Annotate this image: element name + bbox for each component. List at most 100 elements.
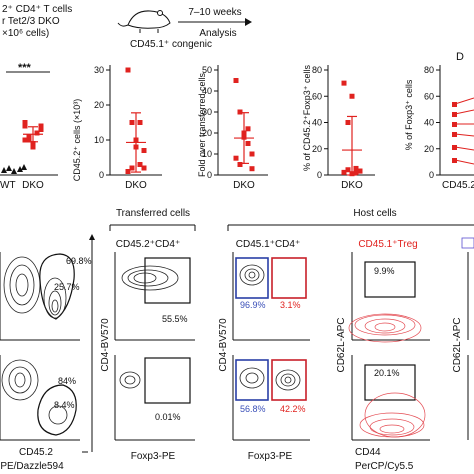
data-point xyxy=(34,130,40,136)
axis-cd62l-apc-1: CD62L-APC xyxy=(336,317,347,372)
data-point xyxy=(141,165,147,171)
flow-plot-4-bottom: 20.1% xyxy=(351,355,430,441)
axis-cd4-bv570-2: CD4-BV570 xyxy=(218,318,229,372)
data-point xyxy=(349,93,355,99)
tick-label: 50 xyxy=(202,65,212,75)
data-point xyxy=(233,155,239,161)
data-point xyxy=(249,166,255,172)
analysis-label: Analysis xyxy=(199,28,236,39)
data-point xyxy=(30,141,36,146)
wt-point xyxy=(17,166,23,172)
tick-label: 30 xyxy=(202,107,212,117)
gate-p1-top-upper: 69.8% xyxy=(66,256,92,266)
data-point xyxy=(233,78,239,83)
flow-plot-1-bottom: 84% 8.4% xyxy=(0,355,80,441)
wt-point xyxy=(11,168,17,174)
axis-cd44: CD44 xyxy=(355,447,381,458)
flow-plot-3-bottom: 56.8% 42.2% xyxy=(232,355,310,441)
data-point xyxy=(345,167,351,173)
data-point xyxy=(341,169,347,175)
tick-label: 0 xyxy=(207,170,212,180)
flow-plot-1-top: 69.8% 25.7% xyxy=(0,252,92,341)
data-point xyxy=(137,162,143,167)
axis-cd4-bv570-1: CD4-BV570 xyxy=(100,318,111,372)
gate-p1-bottom-lower: 8.4% xyxy=(54,400,75,410)
tick-label: 30 xyxy=(94,65,104,75)
weeks-label: 7–10 weeks xyxy=(188,7,241,18)
tick-label: 10 xyxy=(94,135,104,145)
tick-label: 80 xyxy=(312,65,322,75)
data-point xyxy=(22,123,28,129)
dotplot-pct-of-foxp3: D % of Foxp3⁺ cells 0 20 40 60 80 CD45.2 xyxy=(404,51,474,191)
header-cd45-1-cd4: CD45.1⁺CD4⁺ xyxy=(236,239,300,250)
axis-pe-dazzle: PE/Dazzle594 xyxy=(0,461,64,472)
axis-foxp3-pe-1: Foxp3-PE xyxy=(131,451,176,462)
cut-header-box xyxy=(461,237,474,249)
gate-p3-bottom-red: 42.2% xyxy=(280,404,306,414)
xtick-wt: WT xyxy=(0,180,16,191)
header-line-1: 2⁺ CD4⁺ T cells xyxy=(2,4,72,15)
header-line-2: r Tet2/3 DKO xyxy=(2,16,60,27)
axis-percp: PerCP/Cy5.5 xyxy=(355,461,414,472)
data-point xyxy=(26,137,32,143)
data-point xyxy=(249,151,255,157)
gate-p2-top: 55.5% xyxy=(162,314,188,324)
tick-label: 20 xyxy=(202,128,212,138)
cut-label-d: D xyxy=(456,51,464,63)
flow-plot-2-top: 55.5% xyxy=(114,252,195,341)
axis-cd62l-apc-2: CD62L-APC xyxy=(452,317,463,372)
data-point xyxy=(141,148,147,153)
congenic-label: CD45.1⁺ congenic xyxy=(130,39,212,50)
data-point xyxy=(26,134,32,139)
gate-p3-top-red: 3.1% xyxy=(280,300,301,310)
flow-plot-3-top: 96.9% 3.1% xyxy=(232,252,310,341)
data-point xyxy=(237,162,243,167)
wt-point xyxy=(6,165,12,171)
gate-p4-bottom: 20.1% xyxy=(374,368,400,378)
tick-label: 20 xyxy=(424,144,434,154)
data-point xyxy=(129,120,135,125)
wt-point xyxy=(1,167,7,173)
tick-label: 0 xyxy=(317,170,322,180)
ylabel-pct-foxp3: % of CD45.2⁺Foxp3⁺ cells xyxy=(302,64,312,171)
mouse-icon xyxy=(117,10,171,33)
xtick-dko-3: DKO xyxy=(233,180,255,191)
data-point xyxy=(237,109,243,115)
data-point xyxy=(357,168,363,174)
header-line-3: ×10⁶ cells) xyxy=(2,28,49,39)
tick-label: 80 xyxy=(424,65,434,75)
data-point xyxy=(345,120,351,125)
data-point xyxy=(22,120,28,125)
dotplot-pct-foxp3: % of CD45.2⁺Foxp3⁺ cells 0 20 40 60 80 DKO xyxy=(302,64,375,191)
data-point xyxy=(129,165,135,171)
tick-label: 40 xyxy=(312,118,322,128)
gate-p1-top-lower: 25.7% xyxy=(54,282,80,292)
tick-label: 40 xyxy=(202,86,212,96)
data-point xyxy=(125,169,131,174)
dotplot-fold: Fold over transferred cells 01020304050 … xyxy=(197,65,268,191)
section-host: Host cells xyxy=(353,208,396,219)
gate-p4-top: 9.9% xyxy=(374,266,395,276)
data-point xyxy=(38,123,44,129)
xtick-dko-2: DKO xyxy=(125,180,147,191)
data-point xyxy=(30,144,36,150)
tick-label: 0 xyxy=(429,170,434,180)
dotplot-wt-dko: *** WT DKO xyxy=(0,62,58,191)
section-transferred: Transferred cells xyxy=(116,208,190,219)
flow-plot-4-top: 9.9% xyxy=(348,252,430,343)
axis-foxp3-pe-2: Foxp3-PE xyxy=(248,451,293,462)
dotplot-cd45-cells: CD45.2⁺ cells (×10³) 0 10 20 30 DKO xyxy=(72,65,162,191)
data-point xyxy=(22,137,28,143)
gate-p1-bottom-upper: 84% xyxy=(58,376,76,386)
arrow-head-icon xyxy=(245,18,252,26)
tick-label: 60 xyxy=(312,91,322,101)
gate-p2-bottom: 0.01% xyxy=(155,412,181,422)
data-point xyxy=(125,67,131,73)
data-point xyxy=(353,165,359,171)
tick-label: 20 xyxy=(94,100,104,110)
axis-cd45-2: CD45.2 xyxy=(19,447,53,458)
xtick-dko-4: DKO xyxy=(341,180,363,191)
data-point xyxy=(38,127,44,132)
header-cd45-1-treg: CD45.1⁺Treg xyxy=(358,239,417,250)
wt-point xyxy=(21,164,27,170)
